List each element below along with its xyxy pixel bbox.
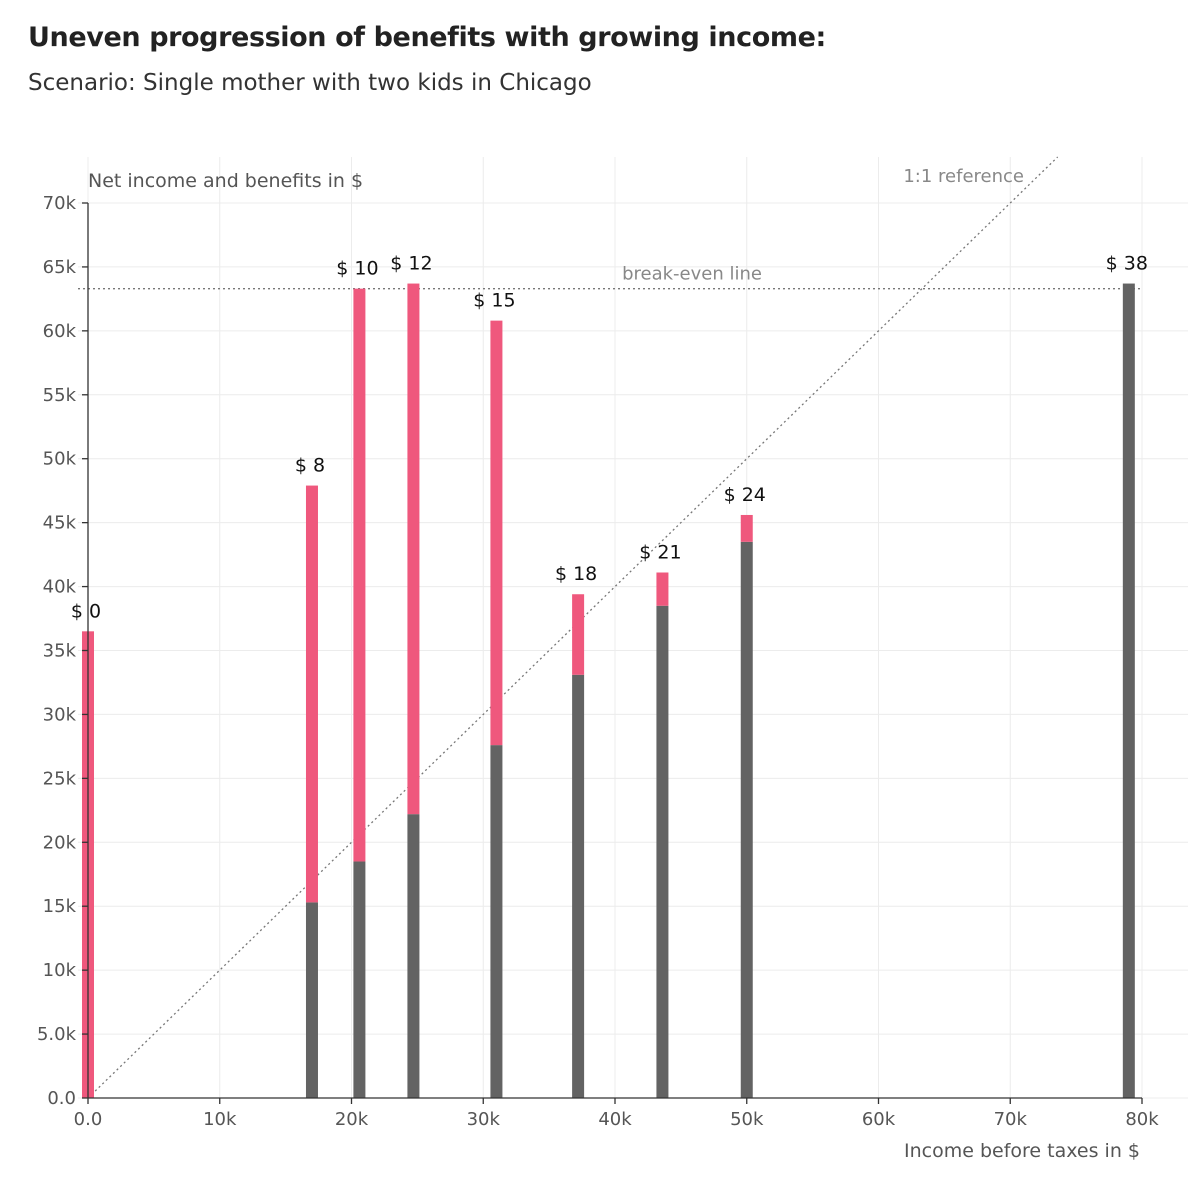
y-tick-label: 10k — [43, 960, 77, 981]
bar-benefits — [407, 283, 420, 815]
x-tick-label: 30k — [467, 1109, 501, 1130]
bar-label: $ 24 — [724, 484, 766, 506]
bar-label: $ 8 — [295, 455, 325, 477]
x-tick-label: 10k — [203, 1109, 237, 1130]
bars — [82, 283, 1135, 1098]
bar-earnings — [1122, 283, 1135, 1098]
bar-label: $ 38 — [1106, 253, 1148, 275]
y-tick-label: 25k — [43, 768, 77, 789]
x-tick-label: 20k — [335, 1109, 369, 1130]
bar-benefits — [305, 485, 318, 903]
chart-title: Uneven progression of benefits with grow… — [28, 22, 826, 53]
y-tick-label: 45k — [43, 513, 77, 534]
bar-labels: $ 0 $ 8 $ 10 $ 12 $ 15 $ 18 $ 21 $ 24 $ 38 — [71, 253, 1148, 623]
bar-benefits — [353, 288, 366, 862]
y-tick-label: 40k — [43, 577, 77, 598]
bar-earnings — [353, 861, 366, 1098]
bar-earnings — [305, 902, 318, 1098]
bar-benefits — [572, 594, 585, 675]
x-tick-label: 70k — [994, 1109, 1028, 1130]
bar-label: $ 18 — [555, 563, 597, 585]
x-tick-label: 80k — [1125, 1109, 1159, 1130]
y-tick-label: 70k — [43, 193, 77, 214]
bar-benefits — [490, 320, 503, 746]
axes: 0.0 5.0k 10k 15k 20k 25k 30k 35k 40k 45k 50k 55k 60k… — [37, 193, 1159, 1130]
bar-label: $ 21 — [639, 542, 681, 564]
bar-earnings — [740, 541, 753, 1098]
x-tick-label: 60k — [862, 1109, 896, 1130]
bar-label: $ 15 — [473, 290, 515, 312]
y-tick-label: 0.0 — [47, 1088, 76, 1109]
y-axis-title: Net income and benefits in $ — [88, 170, 363, 192]
bar-earnings — [490, 745, 503, 1098]
grid — [78, 157, 1188, 1099]
y-tick-label: 20k — [43, 832, 77, 853]
bar-earnings — [407, 814, 420, 1098]
y-tick-label: 5.0k — [37, 1024, 77, 1045]
y-tick-label: 15k — [43, 896, 77, 917]
x-tick-label: 50k — [730, 1109, 764, 1130]
x-tick-label: 0.0 — [74, 1109, 103, 1130]
x-tick-label: 40k — [598, 1109, 632, 1130]
y-tick-label: 55k — [43, 385, 77, 406]
bar-label: $ 12 — [390, 253, 432, 275]
x-axis-title: Income before taxes in $ — [904, 1140, 1140, 1162]
y-tick-label: 30k — [43, 704, 77, 725]
one-to-one-reference-label: 1:1 reference — [903, 166, 1024, 187]
bar-benefits — [740, 514, 753, 542]
break-even-label: break-even line — [622, 264, 762, 285]
reference-lines: break-even line 1:1 reference — [78, 156, 1142, 1099]
bar-earnings — [572, 674, 585, 1098]
y-tick-label: 35k — [43, 641, 77, 662]
y-tick-label: 50k — [43, 449, 77, 470]
bar-label: $ 10 — [336, 258, 378, 280]
bar-benefits — [656, 572, 669, 606]
bar-earnings — [656, 605, 669, 1098]
y-tick-label: 65k — [43, 257, 77, 278]
chart-subtitle: Scenario: Single mother with two kids in… — [28, 70, 592, 96]
bar-label: $ 0 — [71, 600, 101, 622]
y-tick-label: 60k — [43, 321, 77, 342]
